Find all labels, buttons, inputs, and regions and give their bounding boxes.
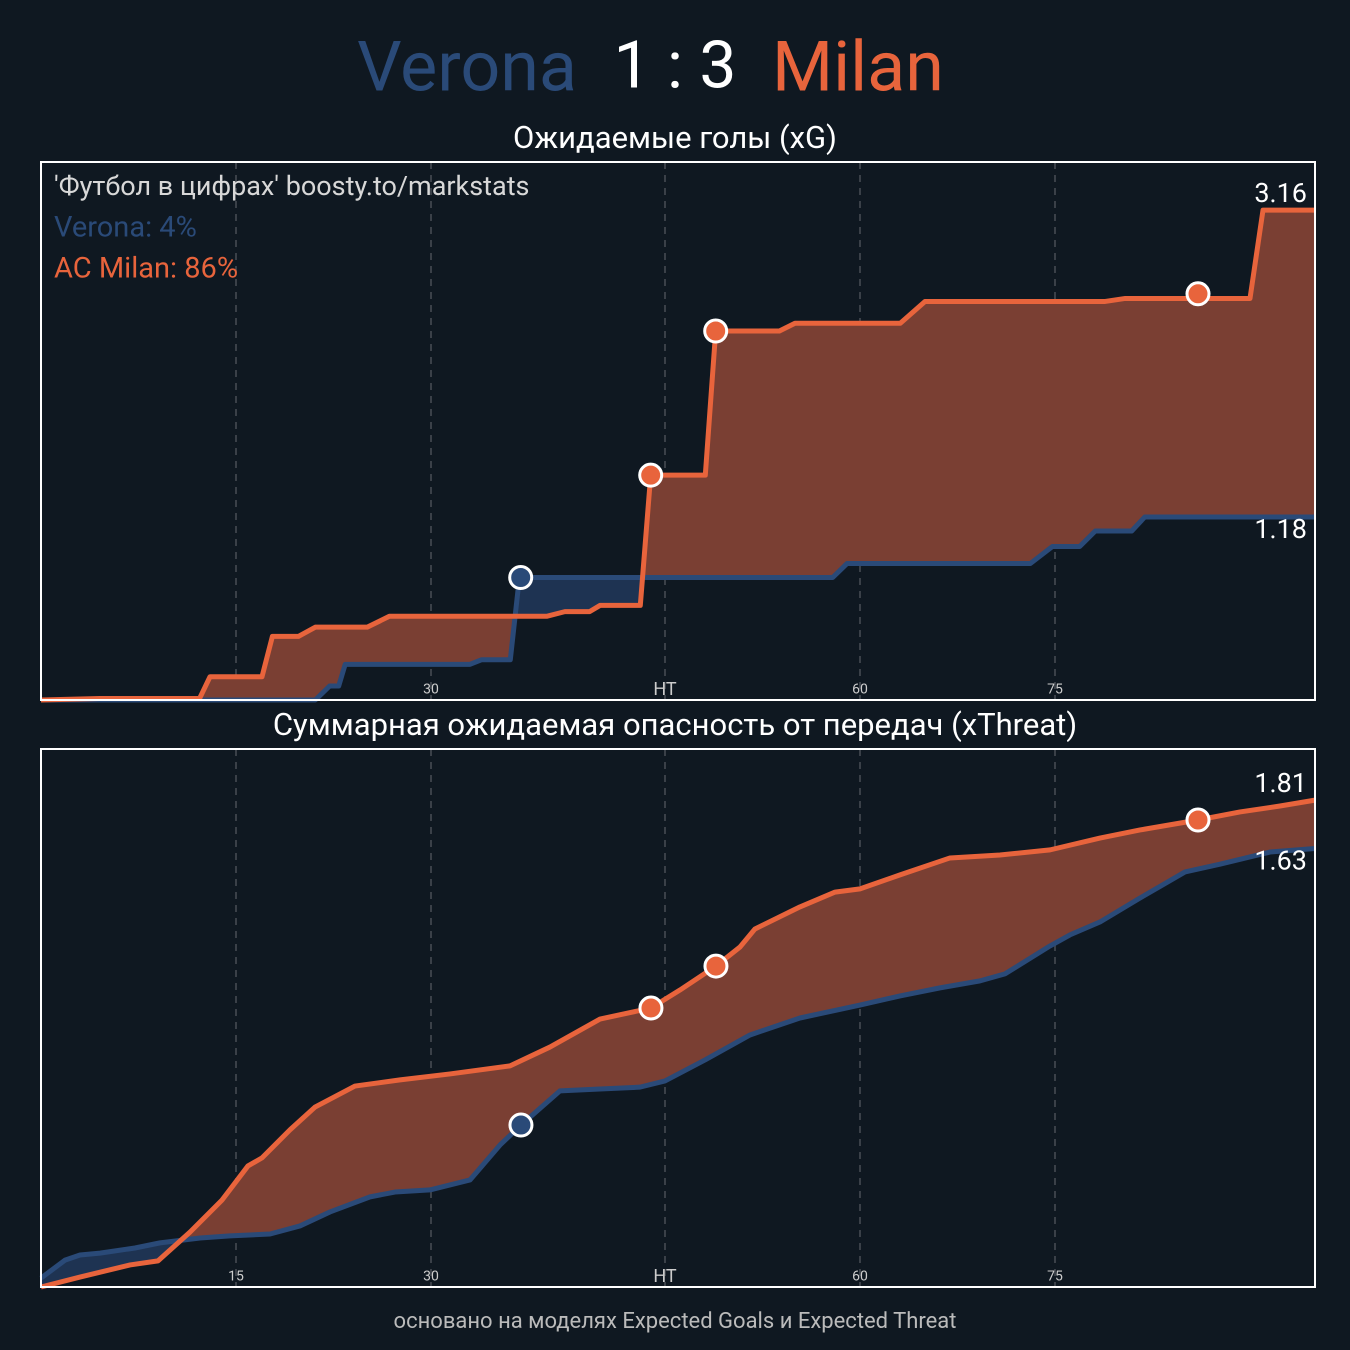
goal-marker [1185,807,1211,833]
x-tick-label: 15 [228,1269,244,1285]
goal-marker [508,565,534,591]
goal-marker [508,1112,534,1138]
annotation: 'Футбол в цифрах' boosty.to/markstats [54,170,529,202]
annotation: Verona: 4% [54,211,197,245]
end-label: 1.81 [1254,767,1307,799]
end-label: 1.18 [1254,513,1307,545]
end-label: 3.16 [1254,177,1307,209]
annotation: AC Milan: 86% [54,252,238,286]
x-tick-label: 30 [423,1269,439,1285]
area-fill [41,210,1315,700]
score: 1 : 3 [614,27,737,104]
goal-marker [703,318,729,344]
goal-marker [703,953,729,979]
area-fill [41,800,1315,1287]
away-team: Milan [772,26,944,108]
x-tick-label: 75 [1047,682,1063,698]
goal-marker [638,995,664,1021]
chart-title: Ожидаемые голы (xG) [513,119,837,156]
x-tick-label: 60 [852,682,868,698]
footer: основано на моделях Expected Goals и Exp… [394,1309,957,1334]
home-team: Verona [357,26,577,108]
goal-marker [1185,281,1211,307]
series-line [41,514,1315,703]
x-tick-label: 75 [1047,1269,1063,1285]
x-tick-label: 30 [423,682,439,698]
x-tick-label: 60 [852,1269,868,1285]
x-tick-label: HT [653,679,677,700]
series-line [40,207,1315,703]
series-line [40,797,1316,1290]
x-tick-label: HT [653,1266,677,1287]
plot-frame [40,161,1316,701]
plot-frame [40,748,1316,1288]
series-line [39,846,1316,1281]
chart-title: Суммарная ожидаемая опасность от передач… [273,706,1077,743]
end-label: 1.63 [1254,845,1307,877]
goal-marker [638,462,664,488]
